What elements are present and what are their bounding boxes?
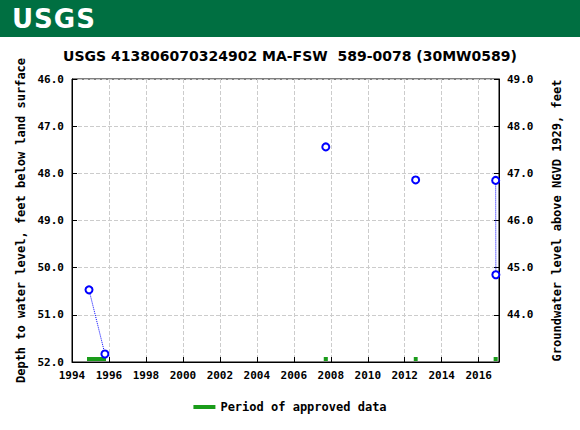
svg-text:Depth to water level, feet bel: Depth to water level, feet below land su… <box>14 58 28 383</box>
html-text:USGS: USGS <box>12 4 96 34</box>
svg-text:2008: 2008 <box>318 369 345 382</box>
svg-text:48.0: 48.0 <box>38 167 65 180</box>
svg-text:2004: 2004 <box>244 369 271 382</box>
svg-text:2012: 2012 <box>391 369 418 382</box>
svg-text:49.0: 49.0 <box>507 73 534 86</box>
svg-text:49.0: 49.0 <box>38 214 65 227</box>
svg-text:47.0: 47.0 <box>38 120 65 133</box>
svg-text:1994: 1994 <box>59 369 86 382</box>
svg-text:47.0: 47.0 <box>507 167 534 180</box>
svg-text:45.0: 45.0 <box>507 261 534 274</box>
svg-text:Period of approved data: Period of approved data <box>220 400 386 414</box>
svg-text:2002: 2002 <box>207 369 234 382</box>
svg-text:2016: 2016 <box>465 369 492 382</box>
svg-text:46.0: 46.0 <box>38 73 65 86</box>
svg-text:2000: 2000 <box>170 369 197 382</box>
svg-text:Groundwater level above NGVD 1: Groundwater level above NGVD 1929, feet <box>550 80 564 362</box>
svg-text:50.0: 50.0 <box>38 261 65 274</box>
svg-text:USGS 413806070324902 MA-FSW 5: USGS 413806070324902 MA-FSW 589-0078 (30… <box>63 48 517 64</box>
svg-text:2006: 2006 <box>281 369 308 382</box>
svg-text:1998: 1998 <box>133 369 160 382</box>
svg-text:2010: 2010 <box>355 369 382 382</box>
svg-text:48.0: 48.0 <box>507 120 534 133</box>
svg-text:2014: 2014 <box>428 369 455 382</box>
svg-text:44.0: 44.0 <box>507 308 534 321</box>
svg-text:1996: 1996 <box>96 369 123 382</box>
svg-text:51.0: 51.0 <box>38 308 65 321</box>
svg-text:46.0: 46.0 <box>507 214 534 227</box>
svg-text:52.0: 52.0 <box>38 356 65 369</box>
